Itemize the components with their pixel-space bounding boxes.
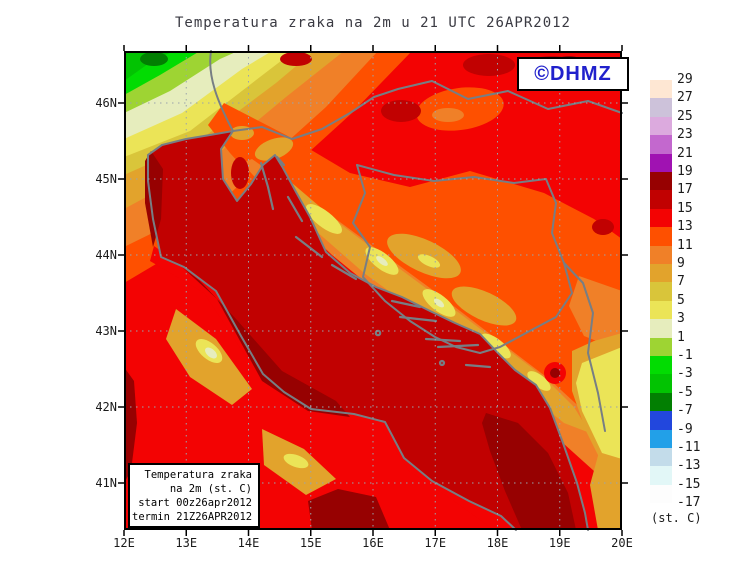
colorbar-level-label: 23 <box>677 127 693 143</box>
lon-tick-label: 12E <box>113 536 135 550</box>
lon-tick-label: 16E <box>362 536 384 550</box>
colorbar-level-label: 7 <box>677 274 685 290</box>
colorbar-level-label: 1 <box>677 329 685 345</box>
temperature-map-svg <box>118 45 628 536</box>
colorbar-level-label: 3 <box>677 311 685 327</box>
islands <box>259 155 492 369</box>
colorbar-level-label: 27 <box>677 90 693 106</box>
colorbar-swatch <box>650 411 672 430</box>
colorbar-swatch <box>650 337 672 356</box>
colorbar-level-label: 9 <box>677 256 685 271</box>
colorbar-level-label: -15 <box>677 476 701 492</box>
map-area <box>118 45 628 536</box>
lat-tick-label: 45N <box>95 172 117 186</box>
colorbar-swatch <box>650 282 672 301</box>
colorbar-swatch <box>650 319 672 338</box>
lon-tick-label: 15E <box>299 536 322 550</box>
colorbar-swatch <box>650 190 672 209</box>
colorbar-level-label: -13 <box>677 458 701 474</box>
colorbar-swatch <box>650 153 672 172</box>
colorbar-swatch <box>650 116 672 136</box>
colorbar-level-label: 25 <box>677 108 693 124</box>
lat-tick-label: 43N <box>95 324 117 338</box>
colorbar-swatch <box>650 172 672 191</box>
colorbar-level-label: 19 <box>677 164 693 179</box>
colorbar-swatch <box>650 135 672 154</box>
map-info-box: Temperatura zraka na 2m (st. C) start 00z2… <box>128 463 260 528</box>
colorbar-swatch <box>650 392 672 412</box>
colorbar-level-label: -7 <box>677 403 693 419</box>
colorbar-swatch <box>650 227 672 246</box>
colorbar-level-label: 17 <box>677 182 693 198</box>
lon-tick-label: 17E <box>424 536 447 550</box>
colorbar-swatch <box>650 374 672 393</box>
colorbar-level-label: -17 <box>677 495 701 511</box>
info-box-line: start 00z26apr2012 <box>138 497 252 509</box>
colorbar-level-label: 15 <box>677 200 693 216</box>
info-box-line: Temperatura zraka <box>144 469 252 481</box>
colorbar-swatch <box>650 245 672 264</box>
colorbar-unit-label: (st. C) <box>651 511 702 525</box>
country-borders <box>209 50 623 432</box>
colorbar-swatch <box>650 356 672 375</box>
colorbar-level-label: 29 <box>677 72 693 87</box>
lat-tick-label: 41N <box>95 476 117 490</box>
lon-tick-label: 18E <box>486 536 509 550</box>
lat-tick-label: 46N <box>95 96 117 110</box>
colorbar-swatch <box>650 80 672 99</box>
colorbar-swatch <box>650 300 672 320</box>
colorbar-level-label: -3 <box>677 366 693 382</box>
axis-ticks <box>118 45 628 536</box>
dhmz-logo-text: ©DHMZ <box>534 62 612 85</box>
colorbar-level-label: 11 <box>677 237 693 253</box>
info-box-line: na 2m (st. C) <box>169 483 252 495</box>
colorbar-level-label: 21 <box>677 145 693 161</box>
colorbar-level-label: -11 <box>677 440 701 455</box>
coastlines <box>147 130 589 531</box>
colorbar-swatch <box>650 429 672 448</box>
colorbar-swatch <box>650 466 672 485</box>
colorbar-level-label: -5 <box>677 384 693 400</box>
temperature-fill-layers <box>124 51 622 530</box>
colorbar-swatch <box>650 448 672 467</box>
colorbar-level-label: -1 <box>677 348 693 363</box>
info-box-line: termin 21Z26APR2012 <box>132 511 253 523</box>
lon-tick-label: 13E <box>175 536 198 550</box>
colorbar-swatch <box>650 98 672 117</box>
colorbar-swatch <box>650 208 672 228</box>
lon-tick-label: 19E <box>548 536 571 550</box>
colorbar-level-label: 5 <box>677 292 685 308</box>
colorbar-swatch <box>650 484 672 504</box>
lat-tick-label: 42N <box>95 400 117 414</box>
graticule-gridlines <box>124 51 622 530</box>
lat-tick-label: 44N <box>95 248 117 262</box>
colorbar-swatch <box>650 264 672 283</box>
colorbar-level-label: -9 <box>677 421 693 437</box>
lon-tick-label: 20E <box>611 536 633 550</box>
page-title: Temperatura zraka na 2m u 21 UTC 26APR20… <box>174 15 571 31</box>
map-frame <box>124 51 622 530</box>
colorbar-level-label: 13 <box>677 219 693 235</box>
dhmz-logo-box: ©DHMZ <box>517 57 629 91</box>
lon-tick-label: 14E <box>237 536 260 550</box>
